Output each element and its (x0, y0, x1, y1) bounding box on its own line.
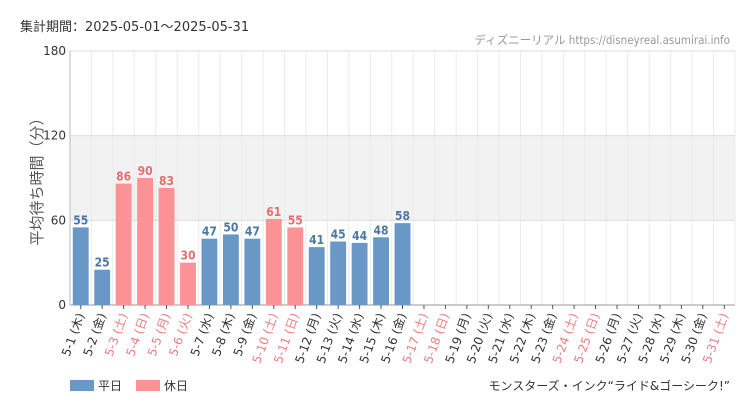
bar (115, 183, 132, 305)
bar (244, 238, 261, 305)
bar (373, 237, 389, 305)
bar (201, 238, 218, 305)
period-label: 集計期間：2025-05-01〜2025-05-31 (20, 19, 249, 35)
data-label: 45 (331, 228, 346, 242)
shaded-band (70, 135, 735, 221)
bar (330, 241, 347, 305)
legend-label-holiday: 休日 (164, 379, 188, 393)
data-label: 50 (223, 220, 238, 234)
bar (351, 242, 368, 305)
bar (180, 262, 196, 305)
data-label: 47 (245, 225, 260, 239)
bar (265, 218, 282, 305)
bar (94, 269, 111, 305)
bar (158, 187, 175, 305)
bar (394, 223, 411, 305)
data-label: 61 (266, 205, 281, 219)
y-tick-label: 180 (43, 44, 66, 58)
data-label: 41 (309, 233, 324, 247)
data-label: 44 (352, 229, 368, 243)
bar (308, 247, 325, 305)
y-tick-label: 120 (43, 129, 66, 143)
y-tick-label: 0 (58, 298, 66, 312)
bar (287, 227, 304, 305)
data-label: 47 (202, 225, 217, 239)
data-label: 58 (395, 209, 410, 223)
legend-swatch-holiday (136, 380, 160, 391)
data-label: 25 (95, 256, 110, 270)
data-label: 90 (138, 164, 153, 178)
legend: 平日 休日 (70, 379, 188, 393)
legend-label-weekday: 平日 (98, 379, 122, 393)
attraction-name: モンスターズ・インク“ライド&ゴーシーク!” (488, 378, 730, 393)
data-label: 30 (180, 249, 195, 263)
data-label: 83 (159, 174, 174, 188)
data-label: 55 (73, 213, 88, 227)
bar (137, 178, 154, 305)
bar (222, 234, 239, 305)
y-tick-label: 60 (51, 213, 66, 227)
source-credit: ディズニーリアル https://disneyreal.asumirai.inf… (474, 33, 730, 47)
data-label: 86 (116, 170, 131, 184)
data-label: 55 (288, 213, 303, 227)
data-label: 48 (374, 223, 389, 237)
bar (72, 227, 89, 305)
legend-swatch-weekday (70, 380, 94, 391)
y-axis-label: 平均待ち時間（分） (28, 110, 46, 245)
